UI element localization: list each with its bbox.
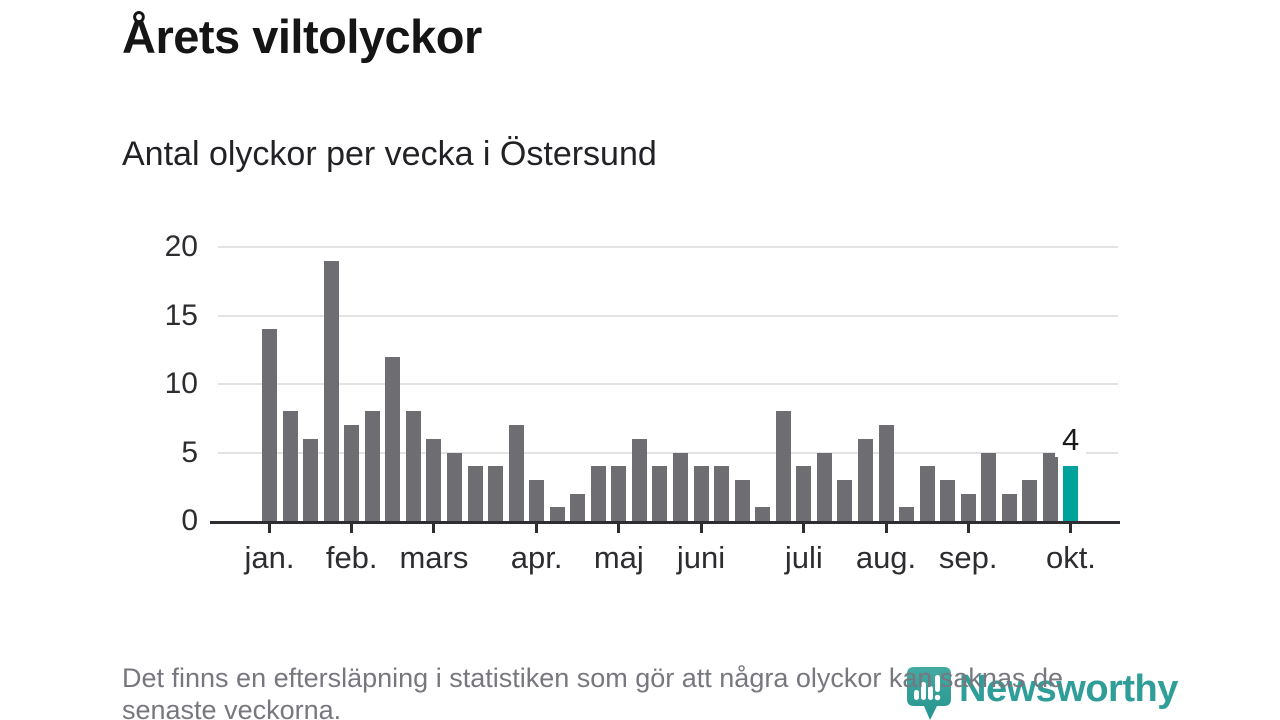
x-axis-label-sep: sep. — [938, 540, 998, 575]
bar-week-24 — [734, 479, 750, 521]
bar-week-40 — [1063, 466, 1079, 521]
x-axis-label-juni: juni — [676, 540, 726, 575]
newsworthy-logo[interactable]: Newsworthy — [906, 666, 1178, 720]
x-axis-label-maj: maj — [593, 540, 644, 575]
bar-week-15 — [549, 507, 565, 521]
x-tick-sep — [966, 524, 970, 533]
bar-week-8 — [405, 411, 421, 521]
bar-week-2 — [282, 411, 298, 521]
chart-subtitle: Antal olyckor per vecka i Östersund — [122, 135, 657, 173]
x-axis-label-juli: juli — [784, 540, 823, 575]
highlight-bar-value: 4 — [1054, 423, 1087, 457]
x-axis-label-apr: apr. — [510, 540, 563, 575]
footnote-line-1: Det finns en eftersläpning i statistiken… — [122, 663, 1063, 693]
bar-week-28 — [816, 452, 832, 521]
bar-week-3 — [303, 438, 319, 521]
bar-week-20 — [652, 466, 668, 521]
newsworthy-logo-text: Newsworthy — [959, 668, 1178, 710]
gridline-y-5 — [218, 451, 1118, 454]
bar-week-26 — [775, 411, 791, 521]
bar-week-7 — [385, 356, 401, 521]
y-axis-label-10: 10 — [164, 367, 198, 400]
x-tick-aug — [884, 524, 888, 533]
bar-week-34 — [940, 479, 956, 521]
bar-week-33 — [919, 466, 935, 521]
gridline-y-15 — [218, 314, 1118, 317]
gridline-y-20 — [218, 246, 1118, 248]
bar-week-19 — [631, 438, 647, 521]
newsworthy-pin-bar-chart-icon — [907, 667, 951, 720]
x-axis-label-aug: aug. — [855, 540, 917, 575]
bar-week-35 — [960, 493, 976, 521]
x-tick-okt — [1069, 524, 1073, 533]
x-tick-juni — [699, 524, 703, 533]
bar-week-25 — [755, 507, 771, 521]
bar-week-12 — [488, 466, 504, 521]
x-tick-mars — [432, 524, 436, 533]
y-axis-label-15: 15 — [164, 298, 198, 332]
bar-week-29 — [837, 479, 853, 521]
x-axis-label-mars: mars — [399, 540, 469, 575]
bar-week-6 — [364, 411, 380, 521]
bar-week-39 — [1042, 452, 1058, 521]
bar-week-32 — [899, 507, 915, 521]
bar-week-30 — [857, 438, 873, 521]
footnote-line-2: senaste veckorna. — [122, 695, 342, 720]
chart-title: Årets viltolyckor — [122, 10, 482, 63]
x-axis-line — [210, 521, 1120, 524]
bar-week-14 — [529, 479, 545, 521]
bar-week-18 — [611, 466, 627, 521]
bar-week-17 — [590, 466, 606, 521]
bar-week-4 — [323, 260, 339, 521]
bar-week-23 — [714, 466, 730, 521]
y-axis-label-0: 0 — [181, 504, 198, 537]
x-tick-jan — [268, 524, 271, 533]
bar-week-31 — [878, 425, 894, 521]
bar-week-22 — [693, 466, 709, 521]
bar-week-9 — [426, 438, 442, 521]
x-tick-feb — [350, 524, 354, 533]
bar-week-5 — [344, 425, 360, 521]
y-axis-label-5: 5 — [181, 435, 198, 469]
bar-week-38 — [1022, 479, 1038, 521]
bar-week-13 — [508, 425, 524, 521]
bar-week-1 — [262, 329, 277, 521]
gridline-y-10 — [218, 383, 1118, 385]
bar-week-21 — [673, 452, 688, 521]
bar-week-10 — [446, 452, 462, 521]
x-tick-maj — [617, 524, 621, 533]
x-tick-juli — [802, 524, 806, 533]
x-tick-apr — [535, 524, 539, 533]
y-axis-label-20: 20 — [164, 230, 198, 263]
bar-week-11 — [467, 466, 483, 521]
bar-week-36 — [981, 452, 997, 521]
x-axis-label-okt: okt. — [1045, 540, 1096, 575]
x-axis-label-jan: jan. — [244, 540, 295, 575]
bar-week-27 — [796, 466, 812, 521]
bar-week-37 — [1001, 493, 1017, 521]
bar-week-16 — [570, 493, 586, 521]
x-axis-label-feb: feb. — [325, 540, 378, 575]
footnote: Det finns en eftersläpning i statistiken… — [122, 662, 1063, 720]
